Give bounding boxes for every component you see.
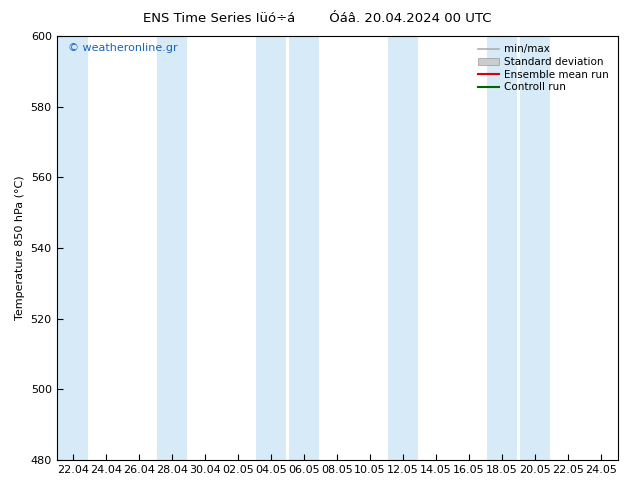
Bar [520,36,550,460]
Bar [487,36,517,460]
Text: © weatheronline.gr: © weatheronline.gr [68,43,178,52]
Bar [388,36,418,460]
Bar [289,36,319,460]
Legend: min/max, Standard deviation, Ensemble mean run, Controll run: min/max, Standard deviation, Ensemble me… [476,41,612,96]
Bar [157,36,187,460]
Y-axis label: Temperature 850 hPa (°C): Temperature 850 hPa (°C) [15,176,25,320]
Bar [58,36,88,460]
Text: ENS Time Series Ιüó÷á        Óáâ. 20.04.2024 00 UTC: ENS Time Series Ιüó÷á Óáâ. 20.04.2024 00… [143,12,491,25]
Bar [256,36,286,460]
